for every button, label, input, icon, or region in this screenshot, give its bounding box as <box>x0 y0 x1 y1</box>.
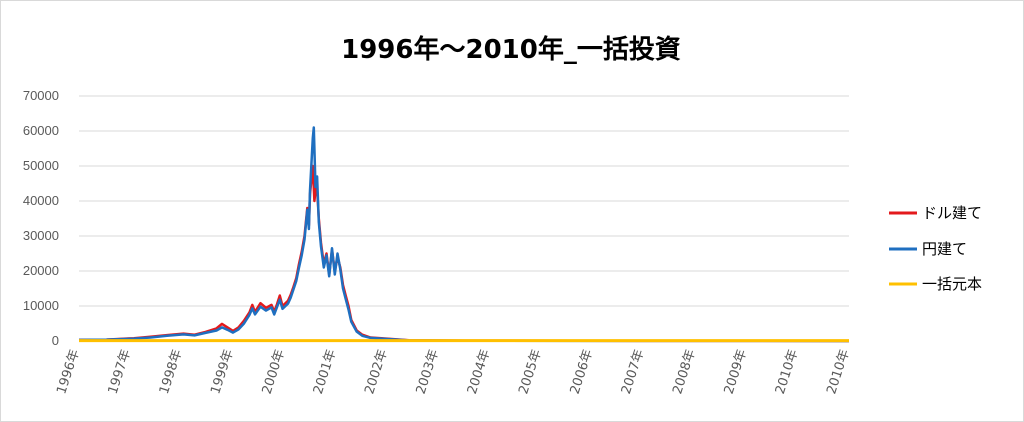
x-tick-label: 1999年 <box>208 348 237 396</box>
y-tick-label: 50000 <box>23 158 59 173</box>
y-tick-label: 40000 <box>23 193 59 208</box>
x-tick-label: 2003年 <box>414 348 443 396</box>
x-tick-label: 2006年 <box>568 348 597 396</box>
y-axis-ticks: 0 10000 20000 30000 40000 50000 60000 70000 <box>23 88 59 348</box>
series-line-1 <box>78 126 850 343</box>
chart-title: 1996年～2010年_一括投資 <box>341 34 681 65</box>
x-tick-label: 2010年 <box>824 348 853 396</box>
x-tick-label: 1997年 <box>106 348 135 396</box>
x-tick-label: 2004年 <box>465 348 494 396</box>
x-tick-label: 1996年 <box>54 348 83 396</box>
y-tick-label: 60000 <box>23 123 59 138</box>
x-tick-label: 2000年 <box>260 348 289 396</box>
series-lines <box>78 126 850 343</box>
x-tick-label: 2009年 <box>722 348 751 396</box>
y-tick-label: 10000 <box>23 298 59 313</box>
x-axis-ticks: 1996年 1997年 1998年 1999年 2000年 2001年 2002年 2003年… <box>54 348 853 396</box>
x-tick-label: 2008年 <box>670 348 699 396</box>
x-tick-label: 2001年 <box>311 348 340 396</box>
legend-label-0: ドル建て <box>922 204 982 222</box>
y-tick-label: 20000 <box>23 263 59 278</box>
legend-label-2: 一括元本 <box>922 275 982 293</box>
x-tick-label: 2005年 <box>516 348 545 396</box>
x-tick-label: 1998年 <box>157 348 186 396</box>
y-tick-label: 30000 <box>23 228 59 243</box>
y-tick-label: 0 <box>52 333 59 348</box>
y-tick-label: 70000 <box>23 88 59 103</box>
x-tick-label: 2007年 <box>619 348 648 396</box>
series-line-0 <box>78 164 850 343</box>
x-tick-label: 2010年 <box>773 348 802 396</box>
legend-label-1: 円建て <box>922 240 967 258</box>
gridlines <box>79 95 849 342</box>
x-tick-label: 2002年 <box>362 348 391 396</box>
